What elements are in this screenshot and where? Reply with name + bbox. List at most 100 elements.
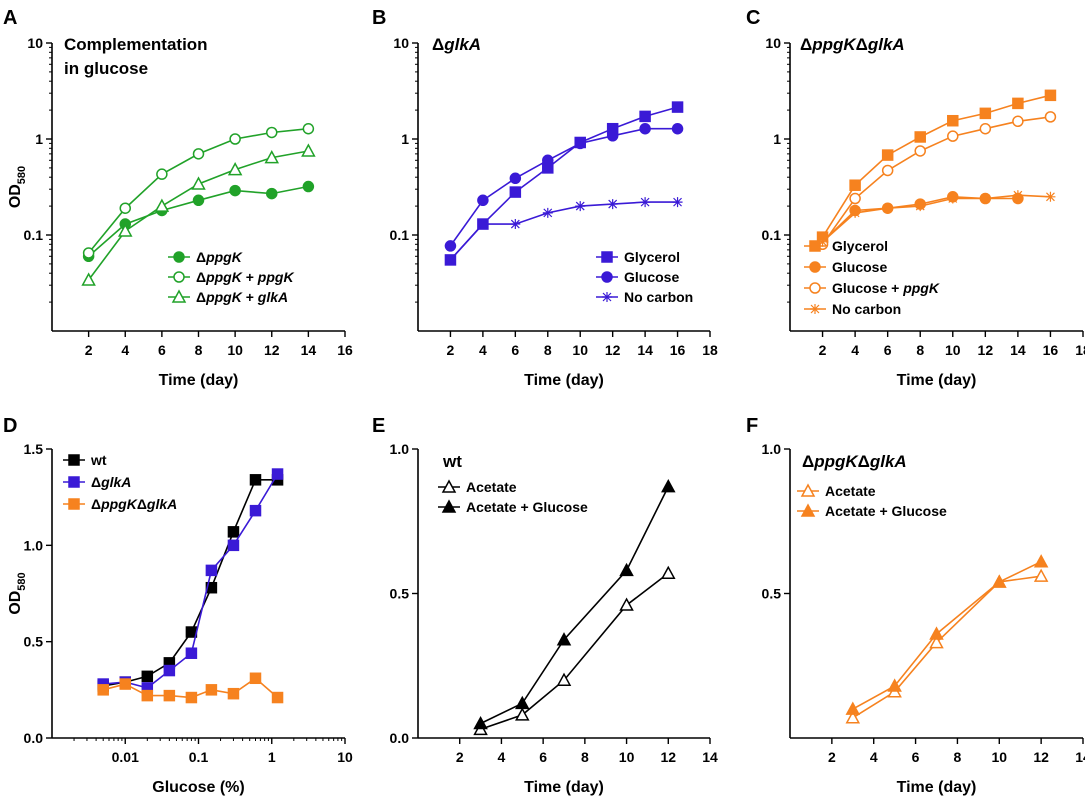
legend-marker <box>68 476 80 488</box>
data-point <box>141 689 154 702</box>
data-point <box>639 122 651 135</box>
legend-item: ΔglkA <box>63 474 131 490</box>
legend-item: Glucose <box>596 269 679 285</box>
data-point <box>850 207 861 218</box>
data-point <box>1033 568 1049 582</box>
data-point <box>205 564 218 577</box>
data-point <box>271 468 284 480</box>
legend-item: No carbon <box>596 289 693 305</box>
x-tick-label: 6 <box>912 749 920 765</box>
panel-c: C 2 4 6 8 10 12 14 16 18 0.1 1 10 Time (day) ΔppgKΔglk… <box>746 7 1085 389</box>
data-point <box>849 192 861 205</box>
legend-label: Glucose <box>624 269 679 285</box>
data-point <box>671 122 684 135</box>
x-tick-label: 4 <box>870 749 878 765</box>
x-tick-label: 12 <box>1033 749 1049 765</box>
data-point <box>510 219 521 230</box>
data-point <box>119 202 131 214</box>
data-point <box>227 687 240 700</box>
data-point <box>249 672 262 685</box>
panel-a: A 2 4 6 8 10 12 14 16 0.1 1 10 Time (day) OD580 Comple… <box>3 7 353 389</box>
data-point <box>477 219 488 230</box>
legend-item: ΔppgK <box>168 249 243 265</box>
data-point <box>191 176 206 190</box>
panel-title: ΔppgKΔglkA <box>800 35 905 54</box>
panel-letter: A <box>3 7 17 29</box>
data-point <box>980 193 991 204</box>
x-tick-label: 16 <box>337 342 353 358</box>
data-point <box>227 526 240 538</box>
x-tick-label: 4 <box>121 342 129 358</box>
data-point <box>947 130 959 142</box>
legend-marker <box>441 479 457 493</box>
panel-b: B 2 4 6 8 10 12 14 16 18 0.1 1 10 Time (day) ΔglkA Glyc… <box>372 7 718 389</box>
x-tick-label: 4 <box>479 342 487 358</box>
legend-label: ΔppgK + ppgK <box>196 269 294 285</box>
data-point <box>887 678 902 692</box>
y-tick-label: 10 <box>393 35 409 51</box>
x-tick-label: 0.1 <box>189 749 209 765</box>
data-point <box>947 193 958 204</box>
data-point <box>477 194 489 207</box>
legend-marker <box>173 251 185 263</box>
legend-marker <box>800 503 816 517</box>
x-tick-label: 12 <box>605 342 621 358</box>
legend-label: Acetate <box>825 483 876 499</box>
data-point <box>607 199 618 210</box>
legend-marker <box>68 454 80 466</box>
series-1 <box>82 122 315 259</box>
panel-title: Complementation <box>64 35 208 54</box>
legend-item: Glucose <box>804 259 887 275</box>
data-point <box>163 664 176 677</box>
data-point <box>619 597 634 611</box>
data-point <box>229 133 241 145</box>
series-1 <box>845 554 1049 715</box>
legend-label: Glucose <box>832 259 887 275</box>
data-point <box>979 107 992 120</box>
x-tick-label: 0.01 <box>112 749 139 765</box>
series-2 <box>445 197 683 265</box>
y-tick-label: 1 <box>773 131 781 147</box>
y-tick-label: 0.5 <box>762 586 782 602</box>
series-1 <box>473 479 676 730</box>
data-point <box>1012 190 1023 201</box>
data-point <box>229 184 241 197</box>
data-point <box>882 203 893 214</box>
x-tick-label: 6 <box>158 342 166 358</box>
y-tick-label: 1.5 <box>24 441 44 457</box>
y-tick-label: 1.0 <box>762 441 782 457</box>
legend-item: ΔppgKΔglkA <box>63 496 177 512</box>
x-tick-label: 2 <box>447 342 455 358</box>
panel-title: ΔppgKΔglkA <box>802 452 907 471</box>
x-tick-label: 18 <box>1075 342 1085 358</box>
data-point <box>542 154 554 167</box>
x-tick-label: 8 <box>954 749 962 765</box>
data-point <box>845 701 861 715</box>
x-tick-label: 1 <box>268 749 276 765</box>
data-point <box>249 504 262 517</box>
x-tick-label: 10 <box>619 749 635 765</box>
data-point <box>185 691 198 704</box>
x-tick-label: 10 <box>227 342 243 358</box>
legend-item: ΔppgK + glkA <box>168 289 288 305</box>
legend-marker <box>800 483 816 497</box>
x-tick-label: 2 <box>456 749 464 765</box>
panel-f: F 2 4 6 8 10 12 14 0.5 1.0 Time (day) ΔppgKΔglkA Ace… <box>746 415 1085 796</box>
data-point <box>817 236 828 247</box>
data-point <box>619 562 634 577</box>
data-point <box>947 114 959 127</box>
legend: Glycerol Glucose Glucose + ppgK No carbon <box>804 238 940 317</box>
x-axis-label: Time (day) <box>897 779 977 796</box>
legend-marker <box>601 251 613 263</box>
legend-marker <box>441 499 457 513</box>
series-line <box>480 486 670 725</box>
data-point <box>445 254 456 265</box>
data-point <box>81 272 96 286</box>
x-tick-label: 18 <box>702 342 718 358</box>
data-point <box>192 194 205 207</box>
panel-title: wt <box>442 452 462 471</box>
data-point <box>881 149 894 161</box>
data-point <box>515 695 530 710</box>
x-tick-label: 12 <box>264 342 280 358</box>
